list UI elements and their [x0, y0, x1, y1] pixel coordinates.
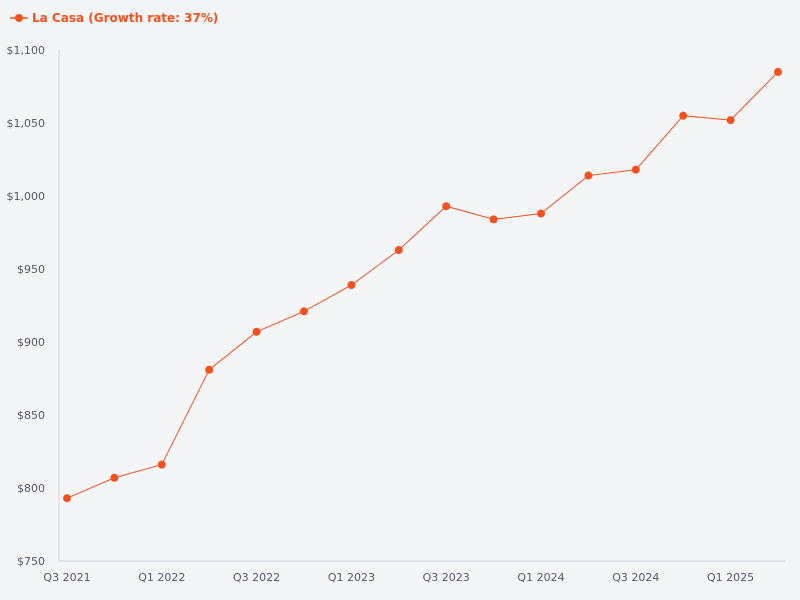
data-point[interactable]	[442, 202, 451, 211]
legend[interactable]: La Casa (Growth rate: 37%)	[10, 11, 218, 25]
data-point[interactable]	[252, 327, 261, 336]
data-point[interactable]	[110, 473, 119, 482]
data-point[interactable]	[726, 116, 735, 125]
x-tick-label: Q3 2022	[233, 571, 280, 584]
y-tick-label: $750	[17, 555, 45, 568]
data-point[interactable]	[300, 307, 308, 316]
data-point[interactable]	[394, 246, 403, 255]
y-tick-label: $1,100	[7, 44, 46, 57]
y-tick-label: $850	[17, 409, 45, 422]
series-line	[66, 71, 779, 499]
data-point[interactable]	[631, 165, 640, 174]
y-tick-label: $800	[17, 482, 45, 495]
y-axis-ticks: $750 $800 $850 $900 $950 $1,000 $1,050 $1,100	[7, 44, 46, 568]
x-axis-ticks: Q3 2021 Q1 2022 Q3 2022 Q1 2023 Q3 2023 Q1 20…	[43, 571, 754, 584]
x-tick-label: Q1 2025	[707, 571, 754, 584]
data-point[interactable]	[489, 215, 498, 224]
y-tick-label: $900	[17, 336, 45, 349]
legend-series-label: La Casa (Growth rate: 37%)	[32, 11, 218, 25]
data-point[interactable]	[347, 281, 356, 290]
x-tick-label: Q1 2024	[517, 571, 564, 584]
data-point[interactable]	[537, 209, 545, 218]
data-point[interactable]	[584, 171, 593, 180]
data-point[interactable]	[205, 365, 214, 374]
y-tick-label: $1,000	[7, 190, 46, 203]
x-tick-label: Q3 2021	[43, 571, 90, 584]
data-point[interactable]	[679, 111, 688, 120]
y-tick-label: $950	[17, 263, 45, 276]
x-tick-label: Q3 2023	[423, 571, 470, 584]
x-tick-label: Q3 2024	[612, 571, 659, 584]
x-tick-label: Q1 2022	[138, 571, 185, 584]
x-tick-label: Q1 2023	[328, 571, 375, 584]
data-point[interactable]	[774, 67, 782, 76]
legend-dot-marker	[15, 14, 23, 22]
y-tick-label: $1,050	[7, 117, 46, 130]
data-point[interactable]	[63, 494, 71, 503]
data-point[interactable]	[157, 460, 166, 469]
series-group	[63, 67, 782, 503]
axes	[58, 50, 785, 562]
